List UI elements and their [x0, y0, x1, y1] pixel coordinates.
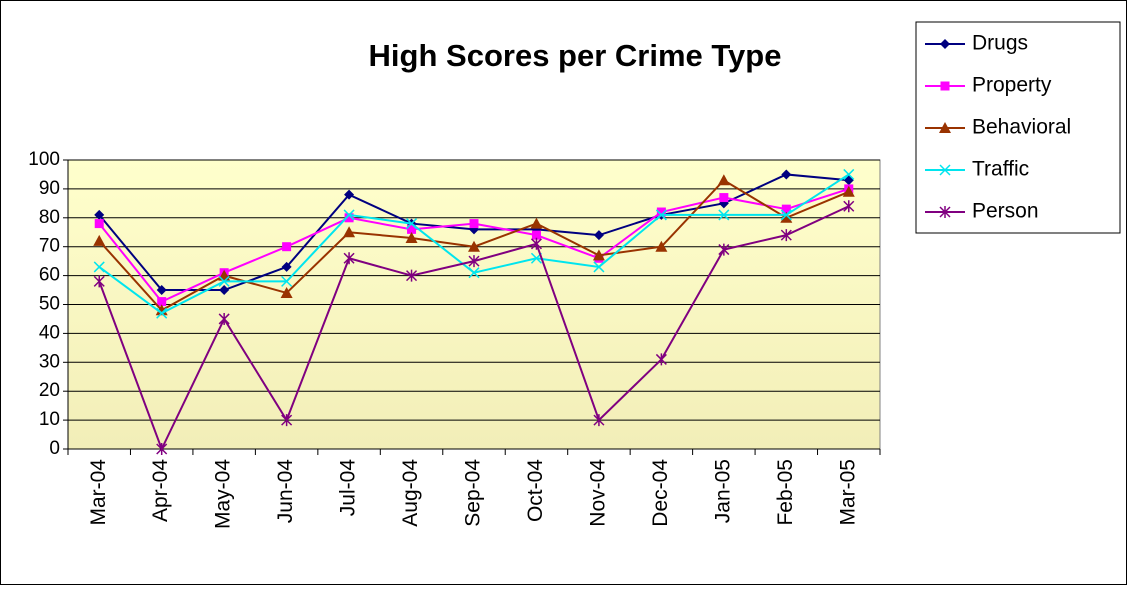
y-tick-label: 50 [39, 294, 60, 315]
marker [656, 207, 666, 217]
marker [718, 243, 730, 256]
x-tick-label: Jan-05 [711, 459, 734, 523]
marker [719, 193, 729, 203]
marker [780, 229, 792, 242]
marker [94, 219, 104, 229]
marker [718, 209, 730, 221]
marker [281, 414, 293, 427]
marker [407, 224, 417, 234]
y-tick-label: 90 [39, 178, 60, 199]
x-tick-label: Mar-04 [87, 459, 110, 526]
marker [655, 353, 667, 366]
marker [780, 211, 793, 223]
marker [468, 267, 480, 279]
marker [343, 252, 355, 265]
y-tick-label: 80 [39, 207, 60, 228]
marker [593, 261, 605, 273]
legend-label: Property [972, 74, 1052, 97]
marker [282, 242, 292, 252]
marker [406, 269, 418, 282]
y-tick-label: 0 [49, 438, 60, 459]
marker [93, 261, 105, 273]
marker [843, 168, 855, 180]
y-tick-label: 30 [39, 351, 60, 372]
marker [94, 209, 105, 220]
marker [530, 237, 542, 250]
chart-title: High Scores per Crime Type [369, 38, 782, 73]
y-tick-label: 20 [39, 380, 60, 401]
marker [939, 122, 951, 133]
x-tick-label: Jun-04 [274, 459, 297, 524]
y-tick-label: 100 [28, 149, 60, 170]
marker [405, 232, 418, 244]
marker [781, 169, 792, 180]
x-tick-label: Apr-04 [149, 459, 172, 522]
marker [344, 213, 354, 223]
marker [940, 39, 950, 49]
marker [843, 200, 855, 213]
marker [469, 219, 479, 229]
marker [281, 261, 292, 272]
marker [93, 234, 106, 246]
marker [218, 312, 230, 325]
legend-label: Behavioral [972, 116, 1071, 139]
marker [939, 164, 951, 176]
x-tick-label: Sep-04 [462, 459, 485, 527]
marker [156, 285, 167, 296]
x-tick-label: Nov-04 [586, 459, 609, 527]
marker [156, 307, 168, 319]
marker [655, 240, 668, 252]
marker [531, 230, 541, 240]
legend-label: Traffic [972, 158, 1029, 181]
x-tick-label: Jul-04 [337, 459, 360, 517]
marker [939, 206, 951, 218]
x-tick-label: Mar-05 [836, 459, 859, 526]
marker [93, 275, 105, 288]
marker [593, 414, 605, 427]
marker [593, 230, 604, 241]
marker [280, 286, 293, 298]
y-tick-label: 40 [39, 322, 60, 343]
marker [940, 81, 950, 91]
marker [780, 209, 792, 221]
marker [468, 255, 480, 268]
legend-label: Person [972, 200, 1039, 223]
y-tick-label: 60 [39, 265, 60, 286]
marker [343, 209, 355, 221]
x-tick-label: Feb-05 [774, 459, 797, 526]
marker [717, 174, 730, 186]
marker [592, 249, 605, 261]
marker [343, 226, 356, 238]
y-tick-label: 70 [39, 236, 60, 257]
marker [781, 204, 791, 214]
marker [156, 443, 168, 455]
marker [281, 275, 293, 287]
marker [344, 189, 355, 200]
marker [219, 285, 230, 296]
marker [842, 185, 855, 197]
marker [530, 217, 543, 229]
marker [655, 209, 667, 221]
marker [406, 218, 418, 230]
x-tick-label: Dec-04 [649, 459, 672, 527]
marker [468, 240, 480, 252]
x-tick-label: May-04 [212, 459, 235, 529]
x-tick-label: Aug-04 [399, 459, 422, 527]
legend-label: Drugs [972, 32, 1028, 55]
x-tick-label: Oct-04 [524, 459, 547, 522]
marker [218, 275, 230, 287]
y-tick-label: 10 [39, 409, 60, 430]
marker [157, 297, 167, 307]
